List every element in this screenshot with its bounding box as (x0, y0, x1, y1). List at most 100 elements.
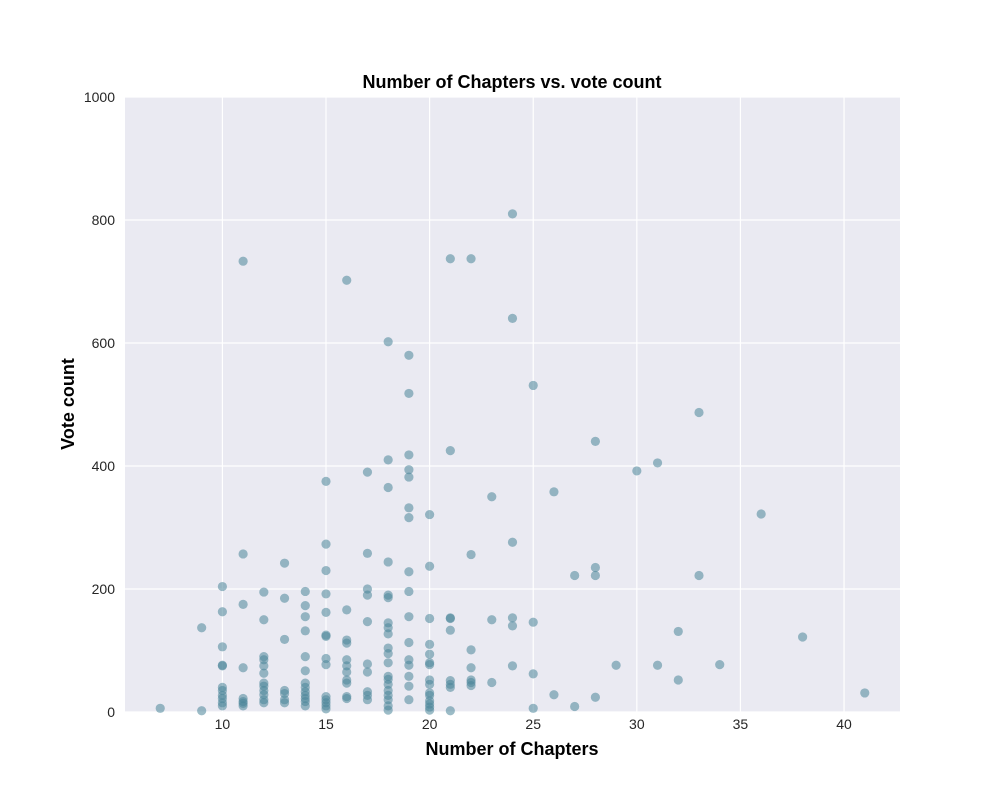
data-point (342, 655, 352, 665)
data-point (321, 539, 331, 549)
y-tick-label: 800 (92, 212, 116, 228)
data-point (300, 666, 310, 676)
data-point (425, 649, 435, 659)
x-tick-label: 35 (733, 716, 749, 732)
data-point (279, 593, 290, 603)
data-point (362, 467, 373, 477)
data-point (342, 635, 352, 645)
data-point (217, 660, 227, 670)
data-point (279, 634, 290, 645)
data-point (321, 476, 331, 486)
data-point (383, 590, 393, 600)
data-point (300, 586, 310, 597)
data-point (404, 503, 414, 513)
data-point (694, 570, 704, 581)
data-point (507, 613, 518, 623)
data-point (300, 601, 310, 611)
data-point (321, 565, 331, 576)
data-point (425, 509, 435, 520)
data-point (362, 659, 373, 669)
data-point (445, 676, 455, 686)
data-points (155, 209, 870, 716)
data-point (425, 658, 435, 668)
data-point (300, 652, 310, 662)
data-point (404, 388, 414, 399)
data-point (673, 675, 683, 685)
data-point (404, 472, 414, 482)
data-point (321, 630, 331, 640)
data-point (383, 482, 393, 493)
data-point (404, 586, 414, 597)
data-point (238, 549, 248, 559)
x-tick-label: 40 (836, 716, 852, 732)
x-axis-ticks: 10 15 20 25 30 35 40 (215, 716, 852, 732)
data-point (321, 653, 331, 664)
data-point (404, 655, 414, 665)
data-point (570, 570, 580, 581)
data-point (445, 706, 455, 716)
y-tick-label: 1000 (84, 89, 115, 105)
data-point (238, 256, 248, 266)
data-point (507, 621, 518, 631)
data-point (362, 687, 373, 697)
data-point (466, 663, 476, 673)
data-point (404, 513, 414, 523)
x-tick-label: 20 (422, 716, 438, 732)
data-point (404, 637, 414, 648)
data-point (404, 695, 414, 705)
data-point (528, 380, 538, 391)
data-point (590, 562, 600, 573)
data-point (300, 678, 310, 688)
data-point (321, 589, 331, 599)
y-axis-ticks: 0 200 400 600 800 1000 (84, 89, 115, 720)
data-point (404, 465, 414, 475)
data-point (466, 645, 476, 655)
data-point (383, 643, 393, 653)
data-point (197, 623, 207, 633)
data-point (507, 313, 518, 323)
y-axis-label: Vote count (58, 358, 78, 450)
data-point (425, 688, 435, 698)
data-point (507, 537, 518, 547)
data-point (445, 613, 455, 623)
data-point (445, 446, 455, 456)
data-point (487, 677, 497, 688)
y-tick-label: 600 (92, 335, 116, 351)
data-point (321, 607, 331, 617)
data-point (404, 567, 414, 577)
data-point (466, 254, 476, 264)
data-point (259, 652, 269, 662)
data-point (217, 607, 227, 617)
data-point (383, 618, 393, 628)
data-point (487, 492, 497, 502)
data-point (342, 675, 352, 685)
data-point (342, 692, 352, 702)
data-point (466, 549, 476, 560)
data-point (445, 254, 455, 264)
data-point (611, 660, 621, 670)
grid (125, 96, 900, 713)
x-tick-label: 25 (525, 716, 541, 732)
data-point (528, 669, 538, 679)
x-axis-label: Number of Chapters (425, 739, 598, 759)
data-point (383, 337, 393, 347)
data-point (238, 599, 248, 609)
data-point (259, 668, 269, 678)
data-point (425, 675, 435, 685)
plot-area (125, 97, 900, 712)
data-point (217, 642, 227, 652)
data-point (362, 548, 373, 558)
data-point (197, 706, 207, 716)
data-point (383, 671, 393, 681)
x-tick-label: 10 (215, 716, 231, 732)
data-point (217, 581, 227, 592)
data-point (259, 587, 269, 597)
data-point (362, 667, 373, 677)
data-point (507, 209, 518, 219)
data-point (528, 703, 538, 713)
data-point (279, 558, 290, 568)
data-point (404, 350, 414, 360)
data-point (362, 584, 373, 594)
x-tick-label: 30 (629, 716, 645, 732)
data-point (590, 436, 600, 446)
